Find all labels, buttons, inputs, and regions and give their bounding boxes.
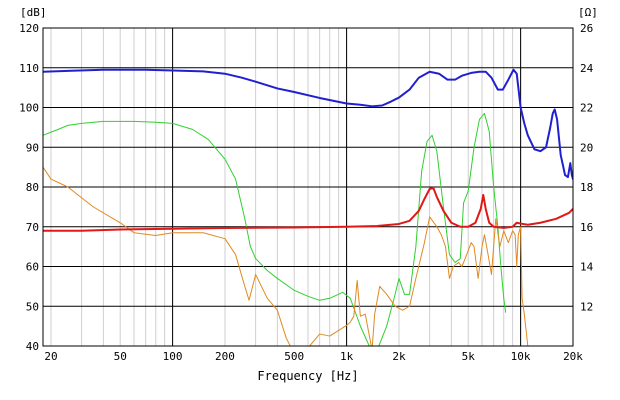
x-tick-label: 200 [215,350,235,363]
y-right-tick-label: 14 [580,261,594,274]
y-left-tick-label: 60 [26,261,39,274]
y-right-tick-label: 18 [580,181,593,194]
y-left-tick-label: 50 [26,300,39,313]
plot-frame [42,27,574,347]
y-left-tick-label: 120 [19,22,39,35]
y-right-tick-label: 24 [580,62,594,75]
x-tick-label: 20 [44,350,57,363]
y-left-tick-label: 70 [26,221,39,234]
y-left-tick-label: 40 [26,340,39,353]
series-line-4 [43,186,573,232]
y-left-tick-label: 110 [19,62,39,75]
x-tick-label: 100 [163,350,183,363]
tick-labels: 20 50 100 200 500 1k 2k 5k 10k 20k 40 50 60 70 80 90 100… [19,22,593,363]
series-layer [43,68,573,346]
y-right-tick-label: 20 [580,141,593,154]
right-axis-unit: [Ω] [578,6,598,19]
y-left-tick-label: 100 [19,102,39,115]
y-left-tick-label: 90 [26,141,39,154]
y-right-tick-label: 26 [580,22,593,35]
x-axis-title: Frequency [Hz] [257,369,358,383]
y-left-tick-label: 80 [26,181,39,194]
y-right-tick-label: 22 [580,102,593,115]
y-right-tick-label: 16 [580,221,593,234]
y-right-tick-label: 12 [580,300,593,313]
x-tick-label: 50 [114,350,127,363]
x-tick-label: 10k [511,350,531,363]
series-line-2 [43,112,507,346]
series-line-3 [43,166,529,346]
left-axis-unit: [dB] [20,6,47,19]
x-tick-label: 1k [340,350,354,363]
x-tick-label: 20k [563,350,583,363]
x-tick-label: 2k [392,350,406,363]
grid [43,28,574,346]
x-tick-label: 5k [462,350,476,363]
series-line-1 [43,68,573,181]
x-tick-label: 500 [284,350,304,363]
